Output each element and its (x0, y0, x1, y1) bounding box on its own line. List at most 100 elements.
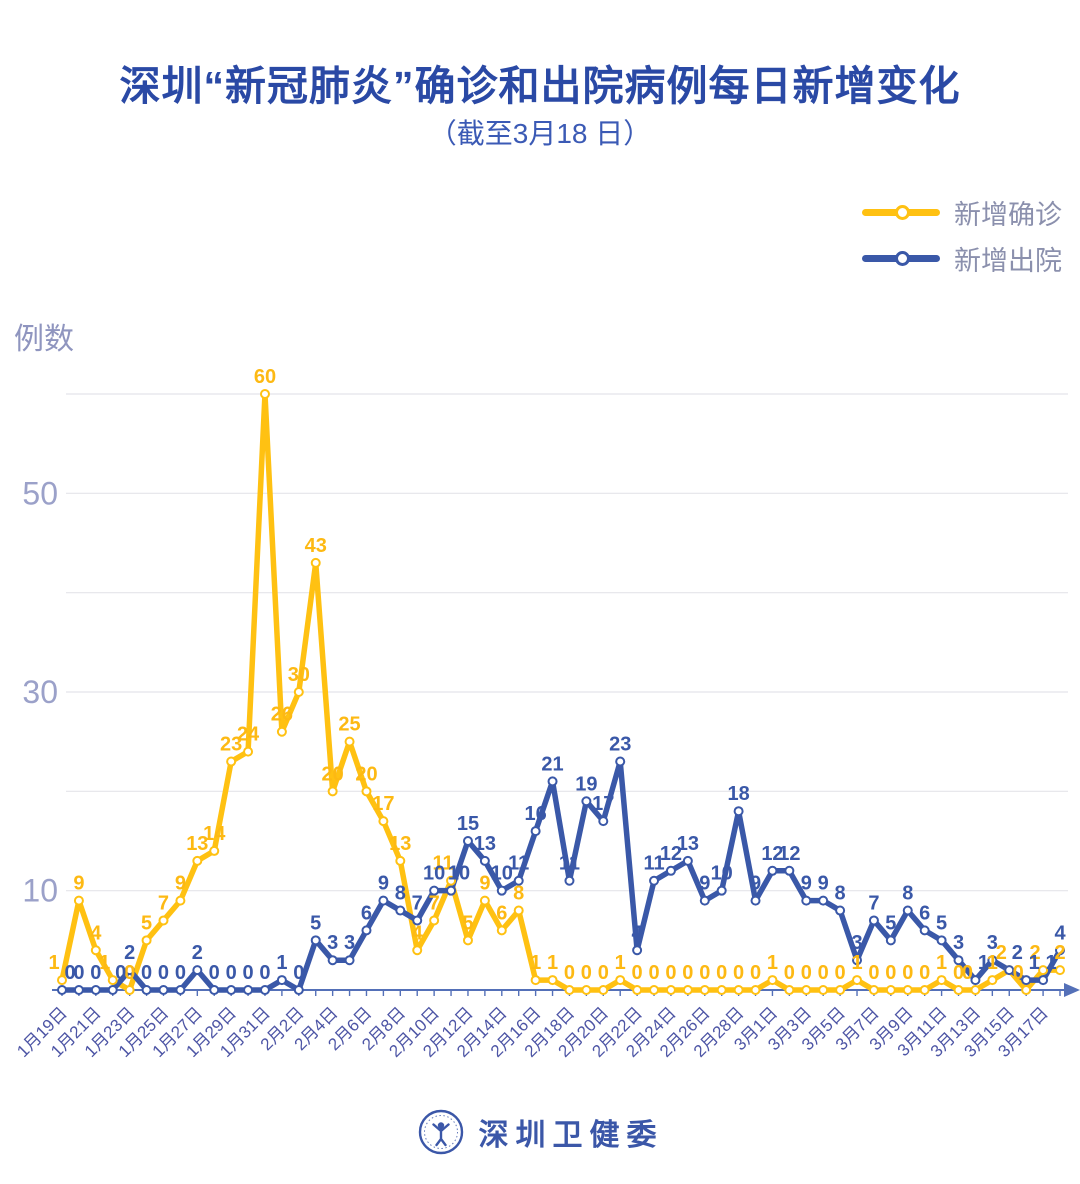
data-point-marker (276, 975, 287, 986)
data-point-label: 43 (305, 535, 327, 557)
x-axis-arrow-icon (1064, 983, 1080, 997)
data-point-marker (73, 895, 84, 906)
data-point-label: 9 (73, 873, 84, 895)
data-point-marker (124, 985, 135, 995)
data-point-label: 20 (355, 763, 377, 785)
data-point-marker (868, 985, 879, 995)
data-point-label: 9 (378, 873, 389, 895)
data-point-label: 0 (243, 962, 254, 984)
data-point-label: 3 (344, 932, 355, 954)
data-point-label: 0 (175, 962, 186, 984)
discharged-line-swatch (862, 250, 940, 266)
data-point-label: 2 (1030, 942, 1041, 964)
brand-name: 深圳卫健委 (478, 1119, 664, 1152)
data-point-label: 0 (716, 962, 727, 984)
data-point-label: 1 (1046, 952, 1057, 974)
data-point-label: 0 (835, 962, 846, 984)
data-point-marker (615, 756, 626, 767)
data-point-label: 1 (851, 952, 862, 974)
data-point-marker (479, 855, 490, 866)
data-point-label: 5 (310, 912, 321, 934)
data-point-label: 12 (761, 843, 783, 865)
data-point-marker (243, 746, 254, 757)
data-point-marker (361, 786, 372, 797)
data-point-marker (852, 955, 863, 966)
data-point-label: 0 (1013, 962, 1024, 984)
data-point-label: 0 (73, 962, 84, 984)
line-chart: 1030501月19日1月21日1月23日1月25日1月27日1月29日1月31… (13, 366, 1080, 1061)
data-point-label: 2 (124, 942, 135, 964)
data-point-label: 0 (598, 962, 609, 984)
data-point-label: 8 (395, 883, 406, 905)
data-point-label: 0 (564, 962, 575, 984)
data-point-label: 4 (412, 922, 424, 944)
data-point-label: 30 (288, 664, 310, 686)
data-point-marker (124, 965, 135, 976)
data-point-label: 0 (801, 962, 812, 984)
data-point-marker (547, 975, 558, 986)
data-point-marker (158, 915, 169, 926)
data-point-marker (446, 885, 457, 896)
data-point-marker (581, 985, 592, 995)
data-point-label: 8 (902, 883, 913, 905)
data-point-label: 1 (48, 952, 59, 974)
data-point-marker (784, 865, 795, 876)
data-point-label: 7 (429, 892, 440, 914)
data-point-label: 3 (851, 932, 862, 954)
data-point-label: 11 (643, 853, 664, 875)
data-point-marker (868, 915, 879, 926)
discharged-series-line (59, 758, 1063, 993)
data-point-label: 5 (141, 912, 152, 934)
data-point-marker (733, 806, 744, 817)
data-point-label: 0 (885, 962, 896, 984)
data-point-marker (885, 985, 896, 995)
data-point-label: 2 (996, 942, 1007, 964)
data-point-label: 0 (158, 962, 169, 984)
data-point-label: 4 (1054, 922, 1066, 944)
data-point-marker (462, 935, 473, 946)
data-point-marker (919, 925, 930, 936)
data-point-label: 9 (699, 873, 710, 895)
data-point-label: 25 (338, 714, 360, 736)
data-point-marker (141, 935, 152, 946)
data-point-marker (192, 855, 203, 866)
data-point-label: 1 (978, 952, 989, 974)
legend-item-discharged: 新增出院 (862, 242, 1062, 276)
data-point-label: 7 (158, 892, 169, 914)
data-point-label: 0 (868, 962, 879, 984)
data-point-label: 0 (209, 962, 220, 984)
data-point-label: 2 (192, 942, 203, 964)
data-point-label: 0 (141, 962, 152, 984)
data-point-label: 13 (677, 833, 699, 855)
data-point-label: 0 (665, 962, 676, 984)
data-point-label: 60 (254, 366, 276, 388)
data-point-label: 0 (699, 962, 710, 984)
data-point-marker (733, 985, 744, 995)
data-point-label: 4 (90, 922, 102, 944)
data-point-marker (936, 935, 947, 946)
data-point-marker (175, 985, 186, 995)
data-point-label: 21 (541, 753, 563, 775)
data-point-marker (716, 985, 727, 995)
discharged-marker-icon (895, 250, 910, 266)
data-point-marker (801, 895, 812, 906)
data-point-marker (530, 975, 541, 986)
data-point-marker (598, 816, 609, 827)
data-point-marker (73, 985, 84, 995)
data-point-marker (699, 895, 710, 906)
data-point-marker (716, 885, 727, 896)
data-point-marker (970, 985, 981, 995)
data-point-label: 9 (175, 873, 186, 895)
data-point-label: 10 (711, 863, 733, 885)
data-point-marker (378, 816, 389, 827)
data-point-label: 8 (513, 883, 524, 905)
data-point-marker (395, 905, 406, 916)
data-point-label: 2 (1054, 942, 1065, 964)
data-point-marker (259, 389, 270, 399)
data-point-marker (615, 975, 626, 986)
data-point-label: 0 (682, 962, 693, 984)
data-point-label: 3 (987, 932, 998, 954)
data-point-marker (226, 756, 237, 767)
data-point-marker (293, 687, 304, 697)
